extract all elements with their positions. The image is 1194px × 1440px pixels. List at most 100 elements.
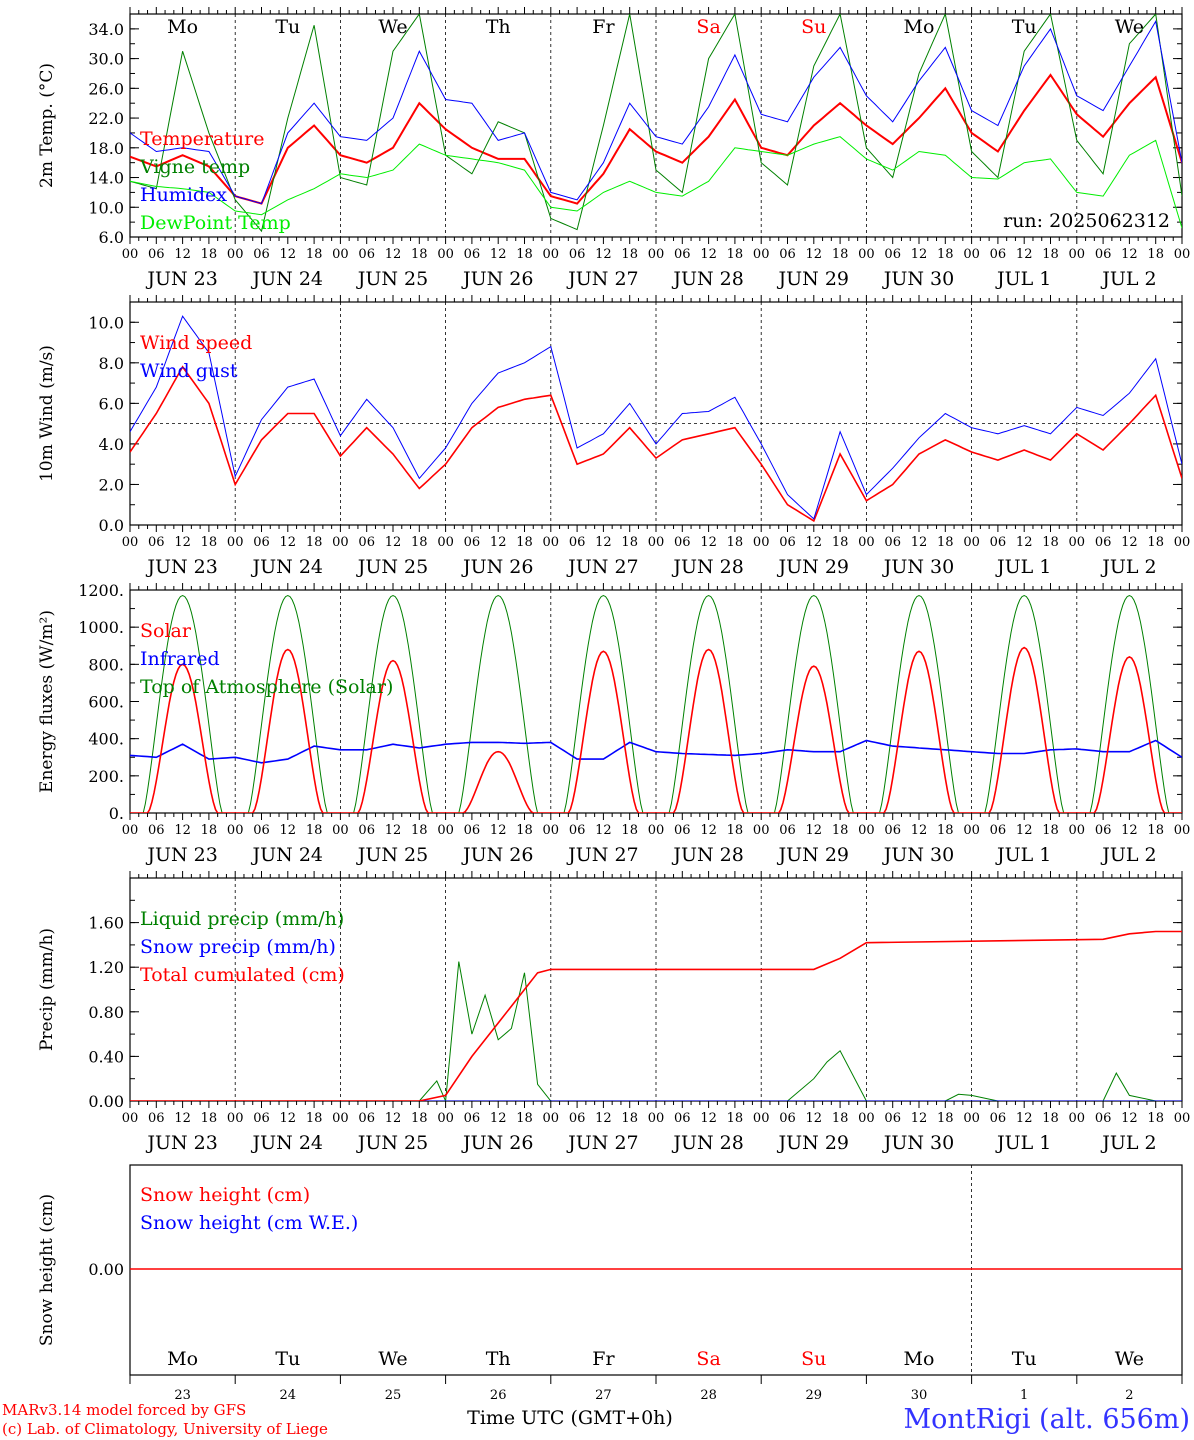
hour-tick-label: 06 [569,247,586,262]
y-axis-label: Precip (mm/h) [37,928,57,1051]
hour-tick-label: 12 [911,535,928,550]
y-tick-label: 26.0 [88,79,124,98]
hour-tick-label: 18 [1042,823,1059,838]
hour-tick-label: 12 [280,535,297,550]
hour-tick-label: 00 [1069,1111,1086,1126]
hour-tick-label: 06 [148,823,165,838]
date-label: JUN 24 [251,556,323,578]
hour-tick-label: 12 [911,1111,928,1126]
hour-tick-label: 12 [595,1111,612,1126]
series-group [130,315,1182,523]
hour-tick-label: 00 [122,1111,139,1126]
hour-tick-label: 00 [437,247,454,262]
hour-tick-label: 00 [437,535,454,550]
date-label: JUN 30 [882,556,954,578]
date-label: JUN 29 [777,844,849,866]
hour-tick-label: 18 [1147,535,1164,550]
y-tick-label: 0.0 [99,516,124,535]
date-label: JUN 24 [251,844,323,866]
date-label: JUN 28 [671,268,743,290]
weekday-label: Mo [167,1348,198,1370]
hour-tick-label: 06 [779,535,796,550]
hour-tick-label: 18 [306,1111,323,1126]
hour-tick-label: 12 [911,247,928,262]
date-label: JUL 2 [1100,844,1156,866]
hour-tick-label: 18 [621,535,638,550]
day-number-label: 26 [490,1388,507,1403]
hour-tick-label: 12 [700,1111,717,1126]
hour-tick-label: 00 [1174,1111,1191,1126]
y-axis-label: Energy fluxes (W/m²) [37,610,57,793]
hour-tick-label: 06 [1095,1111,1112,1126]
date-label: JUN 26 [461,556,533,578]
hour-tick-label: 12 [280,1111,297,1126]
weekday-label: Su [801,16,826,38]
y-tick-label: 1.20 [88,958,124,977]
y-tick-label: 18.0 [88,139,124,158]
panel-snow: 0.00 Snow height (cm) Snow height (cm) Snow… [37,1164,1183,1403]
hour-tick-label: 18 [832,1111,849,1126]
hour-tick-label: 06 [358,823,375,838]
hour-tick-label: 18 [201,247,218,262]
hour-tick-label: 18 [937,823,954,838]
legend-entry: Snow precip (mm/h) [140,936,336,958]
hour-tick-label: 06 [148,1111,165,1126]
date-label: JUN 25 [356,1132,428,1154]
hour-tick-label: 18 [1042,247,1059,262]
hour-tick-label: 12 [174,1111,191,1126]
weekday-label: Tu [1012,1348,1037,1370]
hour-tick-label: 18 [516,823,533,838]
plot-frame [129,13,1183,238]
legend-entry: Wind gust [140,360,238,382]
hour-tick-label: 06 [253,535,270,550]
series-temperature [130,73,1182,205]
date-label: JUN 30 [882,268,954,290]
hour-tick-label: 06 [884,1111,901,1126]
date-label: JUN 27 [566,1132,638,1154]
hour-tick-label: 00 [648,1111,665,1126]
hour-tick-label: 00 [437,1111,454,1126]
date-label: JUN 25 [356,268,428,290]
y-tick-label: 10.0 [88,313,124,332]
hour-tick-label: 00 [437,823,454,838]
panel-temperature: 00 06 12 18 JUN 23 00 06 12 18 JUN 24 00 06 12 18 JUN … [37,7,1190,290]
weekday-label: Sa [696,1348,720,1370]
hour-tick-label: 12 [174,535,191,550]
hour-tick-label: 12 [385,823,402,838]
hour-tick-label: 12 [280,823,297,838]
hour-tick-label: 00 [332,823,349,838]
hour-tick-label: 00 [227,247,244,262]
series-group [130,595,1182,813]
hour-tick-label: 06 [148,247,165,262]
series-top-of-atmosphere [130,595,1182,813]
hour-tick-label: 06 [148,535,165,550]
hour-tick-label: 18 [727,535,744,550]
hour-tick-label: 00 [753,1111,770,1126]
hour-tick-label: 00 [1174,535,1191,550]
legend-entry: Liquid precip (mm/h) [140,908,344,930]
hour-tick-label: 00 [543,823,560,838]
model-credit: MARv3.14 model forced by GFS [2,1401,246,1419]
y-tick-label: 200. [88,767,124,786]
date-label: JUN 28 [671,556,743,578]
hour-tick-label: 18 [201,823,218,838]
date-label: JUN 28 [671,1132,743,1154]
hour-tick-label: 18 [832,535,849,550]
legend-entry: Wind speed [140,332,252,354]
date-label: JUN 26 [461,1132,533,1154]
date-label: JUL 1 [995,556,1051,578]
panel-energy: 00 06 12 18 JUN 23 00 06 12 18 JUN 24 00 06 12 18 JUN … [37,581,1190,866]
series-group [130,930,1182,1101]
hour-tick-label: 06 [358,247,375,262]
hour-tick-label: 00 [648,247,665,262]
lab-credit: (c) Lab. of Climatology, University of L… [2,1420,328,1438]
day-number-label: 28 [700,1388,717,1403]
hour-tick-label: 12 [806,823,823,838]
hour-tick-label: 12 [174,247,191,262]
hour-tick-label: 06 [1095,823,1112,838]
hour-tick-label: 00 [753,535,770,550]
hour-tick-label: 00 [543,1111,560,1126]
legend-entry: Total cumulated (cm) [140,964,345,986]
hour-tick-label: 00 [122,535,139,550]
